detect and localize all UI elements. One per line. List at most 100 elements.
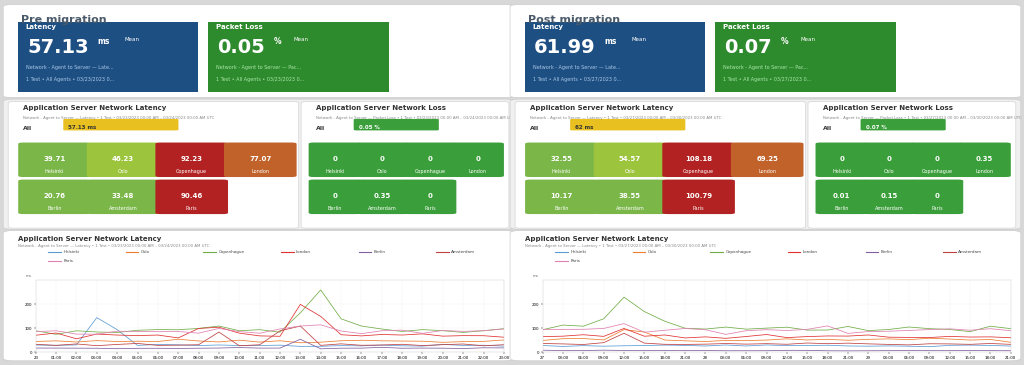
Text: 0: 0 — [380, 155, 385, 162]
FancyBboxPatch shape — [18, 22, 199, 92]
FancyBboxPatch shape — [3, 99, 514, 230]
Text: Helsinki: Helsinki — [45, 169, 65, 174]
Text: 62 ms: 62 ms — [575, 124, 594, 130]
Text: Packet Loss: Packet Loss — [723, 24, 770, 30]
FancyBboxPatch shape — [525, 143, 598, 177]
Text: Mean: Mean — [125, 38, 140, 42]
Text: Berlin: Berlin — [47, 206, 61, 211]
Text: %: % — [780, 38, 788, 46]
Text: 0: 0 — [333, 155, 337, 162]
Text: Copenhague: Copenhague — [218, 250, 245, 254]
Text: Mean: Mean — [294, 38, 308, 42]
FancyBboxPatch shape — [8, 102, 299, 228]
Text: ms: ms — [532, 274, 539, 278]
FancyBboxPatch shape — [356, 143, 409, 177]
FancyBboxPatch shape — [87, 180, 160, 214]
Text: London: London — [469, 169, 486, 174]
Text: %: % — [273, 38, 282, 46]
Text: Network - Agent to Server — Latency • 1 Test • 03/23/2023 00:00 AM – 03/24/2023 : Network - Agent to Server — Latency • 1 … — [24, 116, 215, 120]
Text: Amsterdam: Amsterdam — [874, 206, 904, 211]
Text: Helsinki: Helsinki — [570, 250, 586, 254]
Text: Berlin: Berlin — [835, 206, 849, 211]
FancyBboxPatch shape — [594, 180, 667, 214]
Text: Application Server Network Latency: Application Server Network Latency — [525, 236, 669, 242]
Text: Paris: Paris — [570, 258, 580, 262]
Text: Berlin: Berlin — [881, 250, 893, 254]
Text: Network - Agent to Server — Packet Loss • 1 Test • 03/23/2023 00:00 AM – 03/24/2: Network - Agent to Server — Packet Loss … — [316, 116, 515, 120]
Text: London: London — [976, 169, 993, 174]
Text: 0: 0 — [428, 155, 432, 162]
Text: Application Server Network Latency: Application Server Network Latency — [18, 236, 162, 242]
FancyBboxPatch shape — [308, 180, 361, 214]
FancyBboxPatch shape — [452, 143, 504, 177]
FancyBboxPatch shape — [403, 180, 457, 214]
Text: 90.46: 90.46 — [180, 193, 203, 199]
Text: 1 Test • All Agents • 03/23/2023 0...: 1 Test • All Agents • 03/23/2023 0... — [216, 77, 304, 82]
FancyBboxPatch shape — [156, 180, 228, 214]
Text: Amsterdam: Amsterdam — [615, 206, 644, 211]
Text: Copenhague: Copenhague — [415, 169, 445, 174]
Text: 57.13 ms: 57.13 ms — [69, 124, 96, 130]
FancyBboxPatch shape — [863, 180, 915, 214]
Text: 0.35: 0.35 — [976, 155, 993, 162]
FancyBboxPatch shape — [808, 102, 1016, 228]
FancyBboxPatch shape — [910, 143, 964, 177]
FancyBboxPatch shape — [353, 119, 439, 130]
Text: 46.23: 46.23 — [112, 155, 134, 162]
Text: 57.13: 57.13 — [28, 38, 89, 57]
Text: Paris: Paris — [693, 206, 705, 211]
Text: London: London — [803, 250, 818, 254]
FancyBboxPatch shape — [525, 180, 598, 214]
FancyBboxPatch shape — [403, 143, 457, 177]
Text: 0.01: 0.01 — [834, 193, 851, 199]
Text: Network - Agent to Server — Packet Loss • 1 Test • 03/27/2023 00:00 AM – 03/30/2: Network - Agent to Server — Packet Loss … — [823, 116, 1022, 120]
FancyBboxPatch shape — [510, 99, 1021, 230]
Text: Oslo: Oslo — [377, 169, 388, 174]
Text: Berlin: Berlin — [374, 250, 386, 254]
Text: 0.07: 0.07 — [724, 38, 772, 57]
Text: 1 Test • All Agents • 03/23/2023 0...: 1 Test • All Agents • 03/23/2023 0... — [26, 77, 114, 82]
FancyBboxPatch shape — [958, 143, 1011, 177]
Text: All: All — [24, 126, 33, 131]
FancyBboxPatch shape — [87, 143, 160, 177]
Text: Post migration: Post migration — [527, 15, 620, 24]
Text: Network - Agent to Server — Latency • 1 Test • 03/27/2023 00:00 AM – 03/30/2023 : Network - Agent to Server — Latency • 1 … — [530, 116, 722, 120]
Text: 39.71: 39.71 — [43, 155, 66, 162]
Text: 0: 0 — [840, 155, 844, 162]
Text: Packet Loss: Packet Loss — [216, 24, 263, 30]
FancyBboxPatch shape — [18, 143, 91, 177]
Text: Oslo: Oslo — [141, 250, 150, 254]
FancyBboxPatch shape — [716, 22, 896, 92]
FancyBboxPatch shape — [3, 4, 514, 98]
Text: All: All — [530, 126, 540, 131]
FancyBboxPatch shape — [663, 180, 735, 214]
Text: London: London — [758, 169, 776, 174]
Text: Copenhague: Copenhague — [725, 250, 752, 254]
Text: 0: 0 — [475, 155, 480, 162]
Text: 20.76: 20.76 — [43, 193, 66, 199]
Text: Network - Agent to Server — Pac...: Network - Agent to Server — Pac... — [723, 65, 808, 70]
Text: All: All — [823, 126, 833, 131]
FancyBboxPatch shape — [515, 102, 806, 228]
Text: 61.99: 61.99 — [535, 38, 596, 57]
Text: Paris: Paris — [424, 206, 436, 211]
Text: Amsterdam: Amsterdam — [368, 206, 397, 211]
Text: Oslo: Oslo — [118, 169, 128, 174]
Text: 0.05 %: 0.05 % — [358, 124, 380, 130]
FancyBboxPatch shape — [815, 143, 868, 177]
Text: 54.57: 54.57 — [618, 155, 641, 162]
Text: 92.23: 92.23 — [180, 155, 203, 162]
Text: Berlin: Berlin — [554, 206, 568, 211]
Text: 0: 0 — [935, 155, 939, 162]
FancyBboxPatch shape — [860, 119, 946, 130]
Text: 1 Test • All Agents • 03/27/2023 0...: 1 Test • All Agents • 03/27/2023 0... — [532, 77, 621, 82]
Text: 69.25: 69.25 — [757, 155, 778, 162]
Text: Helsinki: Helsinki — [833, 169, 852, 174]
Text: Network - Agent to Server — Latency • 1 Test • 03/23/2023 00:00 AM – 03/24/2023 : Network - Agent to Server — Latency • 1 … — [18, 244, 210, 248]
FancyBboxPatch shape — [209, 22, 389, 92]
Text: Network - Agent to Server — Pac...: Network - Agent to Server — Pac... — [216, 65, 301, 70]
Text: Oslo: Oslo — [648, 250, 656, 254]
Text: Oslo: Oslo — [884, 169, 895, 174]
FancyBboxPatch shape — [18, 180, 91, 214]
Text: 10.17: 10.17 — [550, 193, 572, 199]
